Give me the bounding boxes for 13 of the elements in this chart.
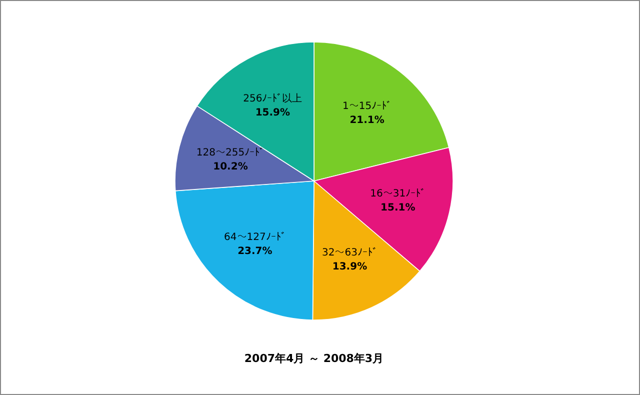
- slice-label: 1～15ﾉｰﾄﾞ: [342, 100, 392, 112]
- slice-label: 64～127ﾉｰﾄﾞ: [224, 230, 286, 243]
- slice-label: 32～63ﾉｰﾄﾞ: [322, 246, 378, 258]
- data-label: 15.1%: [380, 202, 416, 214]
- text: 2007年4月 ～ 2008年3月: [244, 352, 384, 365]
- slice-label: 16～31ﾉｰﾄﾞ: [370, 188, 426, 200]
- slice-label: 256ﾉｰﾄﾞ以上: [243, 92, 302, 104]
- data-label: 21.1%: [350, 115, 384, 126]
- slice-label: 128～255ﾉｰﾄﾞ: [196, 146, 265, 159]
- data-label: 10.2%: [213, 162, 248, 173]
- data-label: 15.9%: [255, 107, 290, 118]
- data-label: 13.9%: [332, 261, 368, 272]
- data-label: 23.7%: [238, 246, 272, 257]
